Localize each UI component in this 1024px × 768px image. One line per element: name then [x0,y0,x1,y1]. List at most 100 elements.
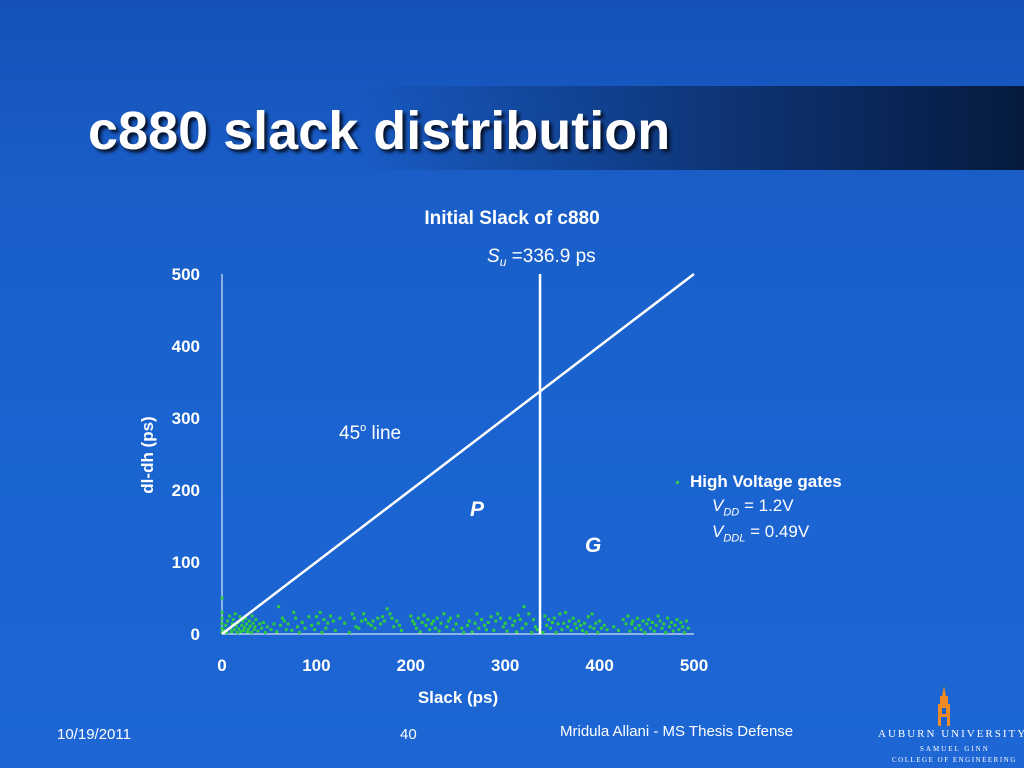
data-point [628,629,632,633]
data-point [666,616,670,620]
data-point [643,631,647,635]
y-axis-label: dl-dh (ps) [138,416,157,493]
data-point [263,631,267,635]
data-point [480,618,484,622]
data-point [409,614,413,618]
data-point [641,619,645,623]
region-label-g: G [585,534,601,557]
data-point [515,630,519,634]
data-point [220,621,224,625]
data-point [437,629,441,633]
data-point [220,616,224,620]
data-point [388,612,392,616]
data-point [390,616,394,620]
data-point [596,631,600,635]
data-point [621,618,625,622]
data-point [686,626,690,630]
data-point [376,616,380,620]
y-tick-label: 400 [172,337,200,356]
data-point [225,631,229,635]
data-point [571,616,575,620]
data-point [599,626,603,630]
data-point [320,631,324,635]
data-point [631,619,635,623]
data-point [511,623,515,627]
data-point [669,620,673,624]
data-point [630,622,634,626]
diagonal-line-label: 45o line [339,422,401,444]
chart-lines [221,273,695,635]
data-point [420,620,424,624]
x-tick-label: 300 [491,656,519,675]
data-point [462,631,466,635]
data-point [399,628,403,632]
data-point [564,610,568,614]
data-point [639,628,643,632]
data-point [582,621,586,625]
data-point [354,625,358,629]
data-point [590,612,594,616]
data-point [297,631,301,635]
data-point [447,619,451,623]
data-point [473,621,477,625]
data-point [300,620,304,624]
data-point [584,631,588,635]
data-point [660,626,664,630]
data-point [269,628,273,632]
data-point [451,628,455,632]
data-point [503,621,507,625]
data-point [569,628,573,632]
data-point [220,596,224,600]
data-point [248,624,252,628]
x-axis-label: Slack (ps) [418,688,498,707]
legend-entry: High Voltage gates [676,472,842,492]
data-point [533,625,537,629]
data-point [395,619,399,623]
su-symbol: S [487,246,500,267]
data-point [598,619,602,623]
data-point [664,631,668,635]
data-point [224,623,228,627]
y-tick-label: 300 [172,409,200,428]
data-point [252,628,256,632]
data-point [246,627,250,631]
data-point [467,619,471,623]
data-point [581,628,585,632]
data-point [556,622,560,626]
y-tick-label: 500 [172,265,200,284]
slide-title: c880 slack distribution [88,101,671,161]
data-point [545,623,549,627]
data-point [379,622,383,626]
data-point [652,629,656,633]
data-point [385,607,389,611]
data-point [496,612,500,616]
data-point [677,628,681,632]
data-point [251,621,255,625]
data-point [413,622,417,626]
data-point [612,625,616,629]
data-point [605,628,609,632]
data-point [679,620,683,624]
data-point [543,614,547,618]
data-point [363,618,367,622]
data-point [552,616,556,620]
data-point [662,622,666,626]
data-point [357,626,361,630]
data-point [649,626,653,630]
data-point [256,629,260,633]
data-point [277,605,281,609]
data-point [637,623,641,627]
legend-vdd: VDD = 1.2V [712,496,842,518]
vdd-subscript: DD [723,506,740,519]
data-point [442,612,446,616]
data-point [329,614,333,618]
data-point [352,616,356,620]
data-point [550,620,554,624]
data-point [673,623,677,627]
data-point [530,631,534,635]
region-label-p: P [470,498,485,521]
x-tick-label: 200 [397,656,425,675]
data-point [220,626,224,630]
data-point [231,618,235,622]
